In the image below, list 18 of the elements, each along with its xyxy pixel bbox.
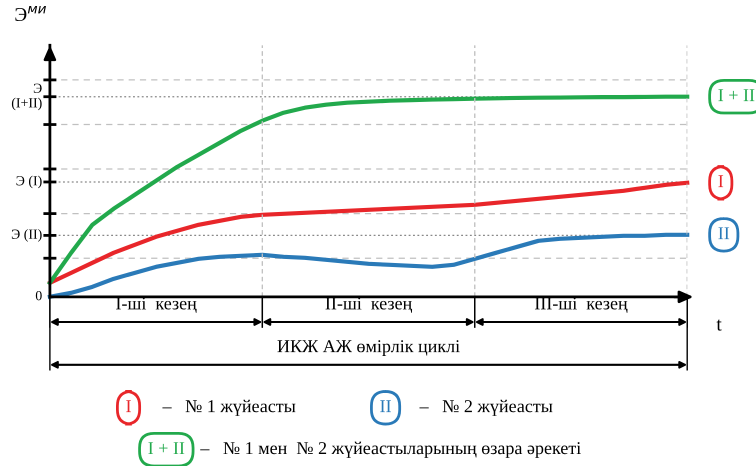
text: I + II	[148, 442, 184, 454]
text: – № 2 жүйеасты	[419, 400, 552, 416]
text: II	[380, 400, 391, 412]
series-label: II	[718, 227, 730, 240]
y-axis-title: Э$^{ми}$	[15, 6, 46, 22]
series-label: I	[718, 175, 724, 188]
ref-line-label: Э (II)	[12, 229, 42, 242]
ref-line-label: 0	[36, 290, 42, 300]
text: I-ші кезең	[116, 297, 197, 313]
ref-line-label: Э (I)	[16, 176, 42, 188]
x-axis-title: t	[716, 320, 722, 331]
text: I	[126, 400, 131, 412]
series-label: I + II	[718, 89, 754, 102]
text: II-ші кезең	[326, 297, 412, 313]
text: ИКЖ АЖ өмірлік циклі	[277, 340, 460, 356]
text: – № 1 жүйеасты	[162, 400, 296, 416]
ref-line-label: Э (I+II)	[12, 84, 42, 110]
text: – № 1 мен № 2 жүйеастыларының өзара әрекеті	[200, 442, 581, 458]
